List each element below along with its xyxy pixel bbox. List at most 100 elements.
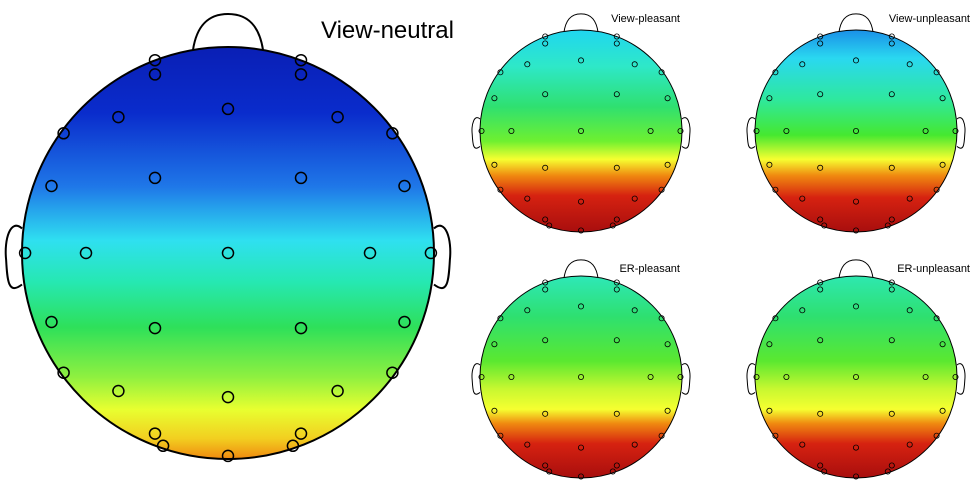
- electrode-marker: [546, 222, 553, 229]
- electrode-marker: [817, 286, 824, 293]
- electrode-marker: [478, 373, 485, 380]
- electrode-marker: [888, 462, 895, 469]
- electrode-marker: [148, 53, 162, 67]
- electrode-marker: [613, 33, 620, 40]
- electrode-marker: [766, 407, 773, 414]
- map-title: View-neutral: [321, 17, 454, 44]
- electrode-marker: [491, 161, 498, 168]
- electrode-marker: [578, 303, 585, 310]
- electrode-marker: [647, 127, 654, 134]
- electrode-marker: [817, 33, 824, 40]
- electrode-marker: [497, 432, 504, 439]
- topomap-view-unpleasant: View-unpleasant: [746, 13, 970, 234]
- electrode-marker: [578, 127, 585, 134]
- electrode-marker: [613, 279, 620, 286]
- electrode-marker: [817, 91, 824, 98]
- electrode-marker: [497, 315, 504, 322]
- electrode-marker: [609, 222, 616, 229]
- map-title: ER-unpleasant: [897, 263, 970, 275]
- electrode-marker: [772, 69, 779, 76]
- electrode-marker: [753, 127, 760, 134]
- electrode-marker: [524, 61, 531, 68]
- electrode-marker: [294, 53, 308, 67]
- electrode-marker: [631, 61, 638, 68]
- nose-outline: [191, 13, 265, 51]
- nose-outline: [838, 259, 874, 280]
- electrode-marker: [817, 337, 824, 344]
- electrode-marker: [542, 216, 549, 223]
- electrode-marker: [939, 341, 946, 348]
- electrode-marker: [524, 441, 531, 448]
- electrode-marker: [542, 286, 549, 293]
- electrode-marker: [853, 444, 860, 451]
- electrode-marker: [664, 161, 671, 168]
- electrode-marker: [658, 432, 665, 439]
- electrode-marker: [853, 473, 860, 480]
- electrode-marker: [578, 373, 585, 380]
- electrode-marker: [888, 410, 895, 417]
- electrode-marker: [853, 127, 860, 134]
- scalp-map: [479, 275, 683, 479]
- electrode-marker: [57, 127, 70, 140]
- map-title: View-pleasant: [611, 13, 680, 25]
- electrode-marker: [524, 307, 531, 314]
- electrode-marker: [112, 110, 125, 124]
- electrode-marker: [888, 91, 895, 98]
- electrode-marker: [922, 127, 929, 134]
- nose-outline: [563, 13, 599, 34]
- electrode-marker: [888, 164, 895, 171]
- electrode-marker: [952, 127, 959, 134]
- electrode-marker: [933, 432, 940, 439]
- left-ear-outline: [746, 117, 756, 149]
- electrode-marker: [817, 216, 824, 223]
- electrode-marker: [853, 303, 860, 310]
- electrode-marker: [542, 279, 549, 286]
- right-ear-outline: [681, 117, 691, 149]
- electrode-marker: [939, 95, 946, 102]
- electrode-marker: [783, 373, 790, 380]
- electrode-marker: [952, 373, 959, 380]
- electrode-marker: [578, 444, 585, 451]
- scalp-map: [754, 29, 958, 233]
- electrode-marker: [772, 432, 779, 439]
- nose-outline: [563, 259, 599, 280]
- topomap-er-unpleasant: ER-unpleasant: [746, 259, 970, 480]
- topomap-er-pleasant: ER-pleasant: [471, 259, 691, 480]
- electrode-marker: [664, 95, 671, 102]
- electrode-marker: [664, 407, 671, 414]
- electrode-marker: [658, 186, 665, 193]
- electrode-marker: [491, 95, 498, 102]
- map-title: View-unpleasant: [889, 13, 970, 25]
- electrode-marker: [821, 468, 828, 475]
- electrode-marker: [766, 95, 773, 102]
- topomap-view-pleasant: View-pleasant: [471, 13, 691, 234]
- electrode-marker: [294, 68, 308, 81]
- electrode-marker: [677, 127, 684, 134]
- electrode-marker: [542, 410, 549, 417]
- electrode-marker: [508, 127, 515, 134]
- electrode-marker: [821, 222, 828, 229]
- electrode-marker: [542, 462, 549, 469]
- electrode-marker: [884, 468, 891, 475]
- electrode-marker: [906, 307, 913, 314]
- electrode-marker: [331, 110, 344, 124]
- electrode-marker: [906, 61, 913, 68]
- electrode-marker: [398, 315, 411, 329]
- electrode-marker: [148, 171, 162, 185]
- electrode-marker: [884, 222, 891, 229]
- electrode-marker: [148, 321, 162, 335]
- electrode-marker: [933, 315, 940, 322]
- map-title: ER-pleasant: [619, 263, 680, 275]
- electrode-marker: [799, 195, 806, 202]
- electrode-marker: [221, 246, 235, 260]
- electrode-marker: [766, 341, 773, 348]
- topomap-view-neutral: View-neutral: [4, 13, 454, 463]
- electrode-marker: [331, 384, 344, 398]
- electrode-marker: [817, 40, 824, 47]
- electrode-marker: [294, 427, 308, 440]
- electrode-marker: [57, 366, 70, 379]
- electrode-marker: [664, 341, 671, 348]
- electrode-marker: [221, 102, 235, 116]
- electrode-marker: [546, 468, 553, 475]
- scalp-map: [21, 46, 435, 460]
